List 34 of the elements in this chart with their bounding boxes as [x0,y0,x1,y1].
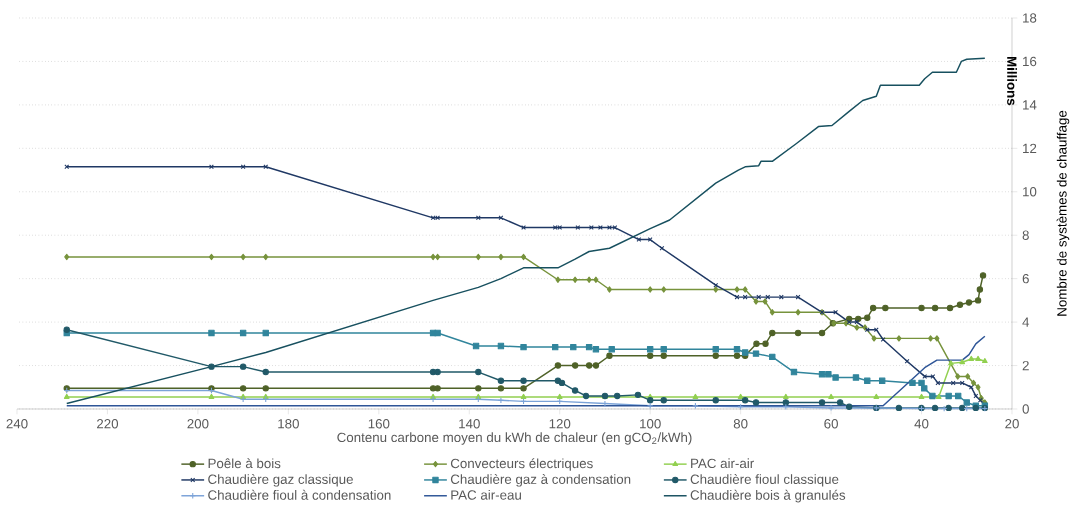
y-tick-label: 14 [1023,100,1037,110]
legend-label: Chaudière gaz classique [208,474,353,487]
legend-label: PAC air-air [691,458,754,469]
annotation: Millions [1007,56,1017,106]
y-tick-label: 12 [1023,143,1037,153]
x-tick-label: 200 [187,419,209,429]
x-tick-label: 240 [6,419,28,429]
legend-label: Chaudière gaz à condensation [450,474,631,487]
y-tick-label: 0 [1022,404,1029,414]
y-tick-label: 8 [1022,230,1029,240]
x-tick-label: 220 [97,419,119,429]
y-tick-label: 2 [1022,360,1029,371]
y-tick-label: 18 [1023,13,1037,23]
x-tick-label: 160 [368,419,390,429]
legend-label: Chaudière fioul à condensation [208,489,391,500]
legend-label: Poêle à bois [208,458,281,469]
y-tick-label: 6 [1022,273,1029,284]
x-tick-label: 140 [459,419,480,429]
x-tick-label: 20 [1005,419,1019,429]
y-tick-label: 16 [1023,56,1037,67]
x-tick-label: 60 [824,419,838,429]
y-tick-label: 4 [1022,317,1030,327]
x-tick-label: 120 [549,419,571,429]
legend-label: Chaudière bois à granulés [690,489,846,503]
x-tick-label: 40 [914,419,929,429]
legend-label: PAC air-eau [451,489,521,500]
x-axis-title: Contenu carbone moyen du kWh de chaleur (en gCO$_{2}$/kWh) [337,432,692,445]
legend-label: Convecteurs électriques [450,458,593,471]
y-tick-label: 10 [1023,187,1037,197]
legend-label: Chaudière fioul classique [690,474,839,487]
x-tick-label: 80 [733,419,748,429]
x-tick-label: 180 [278,419,299,429]
x-tick-label: 100 [640,419,661,429]
y-axis-title: Nombre de systèmes de chauffage [1056,110,1070,316]
